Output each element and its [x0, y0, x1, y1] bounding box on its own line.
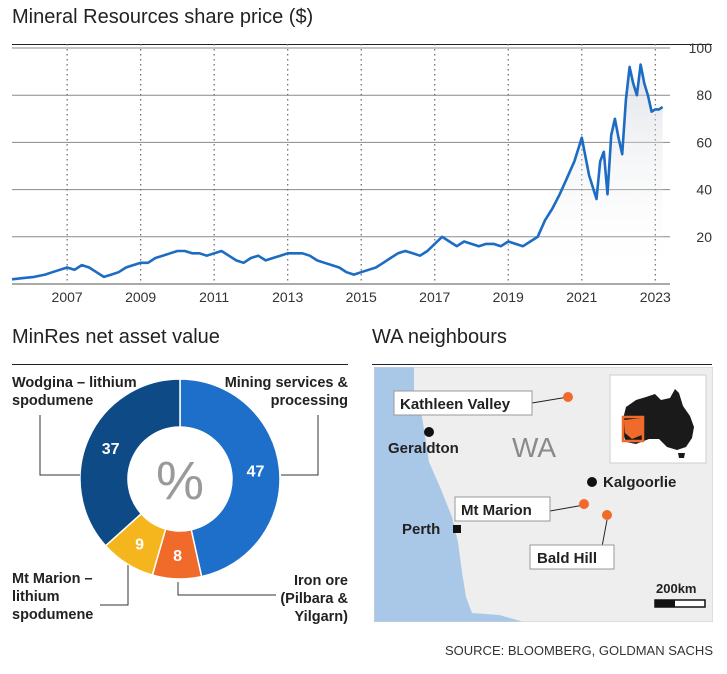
geraldton-marker — [424, 427, 434, 437]
slice-category-label: (Pilbara & — [280, 591, 348, 607]
slice-category-label: spodumene — [12, 607, 93, 623]
bald-hill-box — [529, 544, 615, 570]
slice-value-label: 8 — [173, 548, 182, 565]
x-tick-label: 2015 — [346, 289, 377, 305]
wa-highlight-fill — [624, 418, 642, 439]
donut-center-label: % — [156, 451, 204, 511]
wa-map: WA Kathleen Valley Mt Marion Bald Hill G… — [374, 367, 713, 622]
scale-bar — [654, 599, 706, 608]
share-price-line — [11, 63, 664, 281]
kathleen-valley-marker — [563, 392, 573, 402]
kathleen-valley-label: Kathleen Valley — [400, 396, 511, 413]
kalgoorlie-label: Kalgoorlie — [603, 474, 676, 491]
slice-leader-line — [39, 415, 80, 476]
donut-chart-top-rule — [12, 364, 348, 365]
slice-leader-line — [100, 565, 129, 606]
slice-value-label: 47 — [247, 464, 265, 481]
slice-category-label: Iron ore — [294, 573, 348, 589]
share-price-chart: 20 40 60 80 100 2007 2009 2011 2013 2015 2017 2019 2… — [11, 40, 713, 305]
mt-marion-leader — [549, 504, 585, 512]
mt-marion-marker — [579, 499, 589, 509]
net-asset-value-donut: 47 8 9 37% Mining services & processing Iron o… — [12, 375, 349, 625]
bald-hill-marker — [602, 510, 612, 520]
slice-value-label: 37 — [102, 441, 120, 458]
australia-inset — [609, 374, 707, 464]
line-chart-title: Mineral Resources share price ($) — [12, 6, 314, 28]
line-chart-top-rule — [12, 44, 712, 45]
perth-marker — [453, 525, 461, 533]
donut-slice — [179, 378, 281, 578]
slice-category-label: Mt Marion – — [12, 571, 93, 587]
mt-marion-label: Mt Marion — [461, 502, 532, 519]
donut-chart-title: MinRes net asset value — [12, 326, 220, 348]
mt-marion-box — [454, 496, 551, 522]
x-tick-label: 2011 — [199, 289, 229, 305]
y-tick-label: 20 — [696, 229, 712, 245]
slice-leader-line — [281, 415, 319, 476]
tasmania-shape — [678, 453, 685, 458]
y-tick-label: 60 — [696, 134, 712, 150]
bald-hill-label: Bald Hill — [537, 550, 597, 567]
y-tick-label: 80 — [696, 87, 712, 103]
slice-category-label: Wodgina – lithium — [12, 375, 137, 391]
slice-category-label: processing — [271, 393, 348, 409]
kalgoorlie-marker — [587, 477, 597, 487]
slice-category-label: lithium — [12, 589, 60, 605]
slice-category-label: Mining services & — [225, 375, 349, 391]
y-tick-label: 100 — [689, 40, 713, 56]
x-tick-label: 2023 — [640, 289, 671, 305]
source-note: SOURCE: BLOOMBERG, GOLDMAN SACHS — [445, 643, 713, 658]
slice-category-label: spodumene — [12, 393, 93, 409]
kathleen-valley-box — [393, 390, 533, 416]
donut-slice — [79, 378, 181, 547]
perth-label: Perth — [402, 521, 440, 538]
slice-leader-line — [177, 582, 276, 596]
x-tick-label: 2021 — [566, 289, 597, 305]
x-tick-label: 2013 — [272, 289, 303, 305]
wa-region-label: WA — [512, 432, 556, 463]
slice-category-label: Yilgarn) — [295, 609, 349, 625]
wa-highlight-box — [621, 415, 645, 443]
slice-value-label: 9 — [135, 536, 144, 553]
scale-label: 200km — [656, 581, 696, 596]
x-tick-label: 2009 — [125, 289, 156, 305]
y-tick-label: 40 — [696, 182, 712, 198]
x-tick-label: 2007 — [52, 289, 83, 305]
x-tick-label: 2019 — [493, 289, 524, 305]
map-title: WA neighbours — [372, 326, 507, 348]
share-price-area — [12, 64, 663, 284]
kathleen-valley-leader — [531, 396, 569, 404]
geraldton-label: Geraldton — [388, 440, 459, 457]
map-top-rule — [372, 364, 712, 365]
x-tick-label: 2017 — [419, 289, 450, 305]
